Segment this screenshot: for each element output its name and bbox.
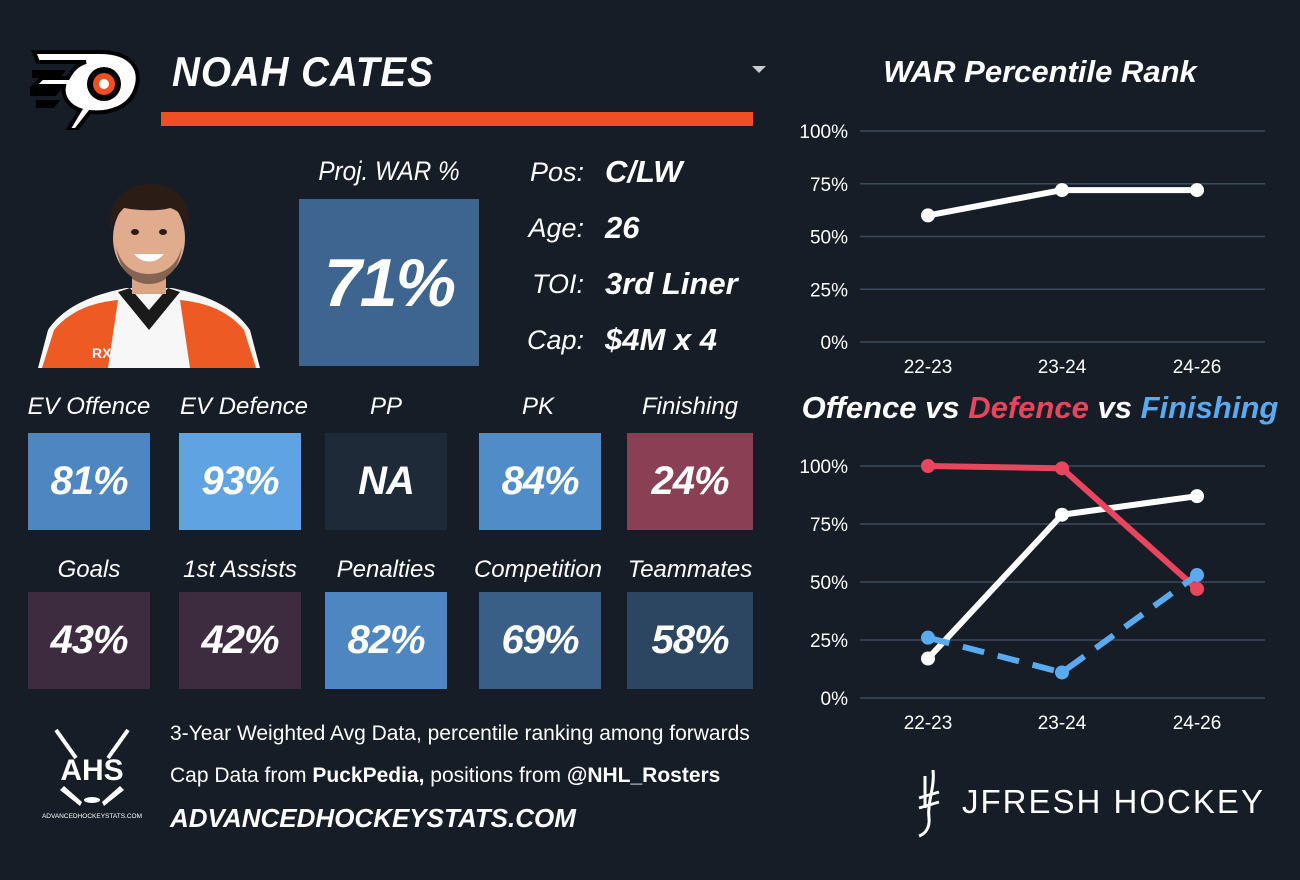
footer-site-link[interactable]: ADVANCEDHOCKEYSTATS.COM (170, 803, 576, 833)
jfresh-hockey-brand: JFRESH HOCKEY (962, 783, 1265, 820)
ahs-logo-text: AHS (60, 754, 123, 787)
chart-2-y-tick-label: 100% (799, 457, 848, 478)
stat-value-ev-offence: 81% (50, 459, 128, 503)
offence-defence-finishing-chart: 0% 25% 50% 75% 100% 22-23 23-24 24-26 (799, 457, 1265, 734)
stat-value-1st-assists: 42% (201, 618, 279, 662)
footer-line-2-mid: positions from (424, 764, 567, 787)
footer-line-1: 3-Year Weighted Avg Data, percentile ran… (170, 722, 750, 745)
stat-box-pk: 84% (479, 433, 601, 530)
chart-2-title-finishing: Finishing (1140, 390, 1279, 425)
chart-1-x-tick-label: 23-24 (1038, 357, 1087, 378)
stat-value-goals: 43% (50, 618, 128, 662)
player-name: NOAH CATES (172, 48, 434, 95)
chart-1-y-tick-label: 50% (810, 228, 848, 249)
chart-2-point-offence (1190, 489, 1204, 504)
player-headshot: RX (38, 184, 260, 368)
footer-line-2-prefix: Cap Data from (170, 764, 313, 787)
ahs-logo-icon: AHS ADVANCEDHOCKEYSTATS.COM (42, 728, 142, 820)
stat-value-penalties: 82% (347, 618, 425, 662)
footer-source-puckpedia[interactable]: PuckPedia, (312, 764, 425, 787)
chart-2-x-tick-label: 23-24 (1038, 713, 1087, 734)
stat-value-competition: 69% (501, 618, 579, 662)
age-value: 26 (605, 210, 640, 245)
chart-2-series-line-defence (927, 463, 1199, 592)
stat-box-ev-defence: 93% (179, 433, 301, 530)
proj-war-label: Proj. WAR % (318, 156, 460, 186)
toi-label: TOI: (531, 269, 584, 299)
chart-2-point-finishing (1055, 665, 1069, 680)
chart-2-y-tick-label: 0% (821, 689, 849, 710)
chart-1-y-tick-label: 25% (810, 280, 848, 301)
stat-label-pp: PP (369, 393, 402, 420)
chart-2-point-finishing (921, 630, 935, 645)
stat-value-finishing: 24% (651, 459, 729, 503)
chart-2-title-vs-2: vs (1088, 390, 1141, 425)
player-dropdown-caret-icon[interactable] (748, 62, 770, 78)
chart-2-point-defence (1190, 581, 1204, 596)
stat-box-teammates: 58% (627, 592, 753, 689)
chart-1-y-tick-label: 100% (799, 122, 848, 143)
chart-1-x-tick-label: 24-26 (1173, 357, 1222, 378)
proj-war-value: 71% (323, 244, 456, 321)
chart-2-y-tick-label: 75% (810, 515, 848, 536)
chart-2-title-vs-1: vs (916, 390, 969, 425)
chart-2-x-tick-label: 22-23 (904, 713, 953, 734)
chart-2-title-offence: Offence (801, 390, 917, 425)
stat-label-1st-assists: 1st Assists (183, 556, 297, 583)
stat-label-penalties: Penalties (336, 556, 436, 583)
chart-2-title-defence: Defence (968, 390, 1089, 425)
chart-2-x-tick-label: 24-26 (1173, 713, 1222, 734)
chart-1-title: WAR Percentile Rank (883, 54, 1197, 89)
chart-2-y-tick-label: 25% (810, 631, 848, 652)
flyers-logo-icon (29, 50, 140, 130)
cap-label: Cap: (526, 325, 584, 355)
stat-label-pk: PK (521, 393, 554, 420)
chart-2-point-finishing (1190, 568, 1204, 583)
chart-1-point-0 (921, 208, 935, 223)
chart-2-y-tick-label: 50% (810, 573, 848, 594)
toi-value: 3rd Liner (605, 266, 738, 301)
chart-2-point-offence (921, 651, 935, 666)
stat-box-penalties: 82% (325, 592, 447, 689)
stat-box-pp: NA (325, 433, 447, 530)
stat-label-goals: Goals (57, 556, 121, 583)
footer-line-2: Cap Data from PuckPedia, positions from … (170, 764, 720, 788)
stat-box-goals: 43% (28, 592, 150, 689)
stat-box-ev-offence: 81% (28, 433, 150, 530)
chart-2-point-defence (1055, 461, 1069, 476)
svg-text:RX: RX (92, 345, 112, 361)
chart-1-y-tick-label: 75% (810, 175, 848, 196)
chart-2-point-offence (1055, 507, 1069, 522)
stat-value-teammates: 58% (651, 618, 729, 662)
pos-label: Pos: (529, 157, 584, 187)
stat-value-ev-defence: 93% (201, 459, 279, 503)
stat-box-1st-assists: 42% (179, 592, 301, 689)
ahs-logo-small-text: ADVANCEDHOCKEYSTATS.COM (42, 813, 142, 820)
pos-value: C/LW (605, 154, 683, 189)
footer-handle-nhl-rosters[interactable]: @NHL_Rosters (566, 764, 721, 787)
cap-value: $4M x 4 (605, 322, 718, 357)
stat-box-competition: 69% (479, 592, 601, 689)
war-percentile-chart: 0% 25% 50% 75% 100% 22-23 23-24 24-26 (799, 122, 1265, 378)
stat-box-finishing: 24% (627, 433, 753, 530)
proj-war-box: 71% (299, 199, 479, 366)
chart-2-series-line-finishing (927, 572, 1199, 676)
stat-label-competition: Competition (473, 556, 603, 583)
name-underline-bar (161, 112, 753, 126)
stat-label-teammates: Teammates (627, 556, 753, 583)
age-label: Age: (528, 213, 584, 243)
stat-value-pp: NA (358, 459, 415, 503)
chart-1-point-0 (1190, 183, 1204, 198)
jfresh-logo-icon (918, 769, 940, 838)
stat-value-pk: 84% (501, 459, 579, 503)
chart-2-point-defence (921, 459, 935, 473)
chart-1-x-tick-label: 22-23 (904, 357, 953, 378)
chart-2-title: Offence vs Defence vs Finishing (790, 390, 1290, 426)
stat-label-ev-offence: EV Offence (27, 393, 151, 420)
stat-label-ev-defence: EV Defence (179, 393, 309, 420)
chart-1-y-tick-label: 0% (821, 333, 849, 354)
stat-label-finishing: Finishing (641, 393, 739, 420)
chart-1-point-0 (1055, 183, 1069, 198)
